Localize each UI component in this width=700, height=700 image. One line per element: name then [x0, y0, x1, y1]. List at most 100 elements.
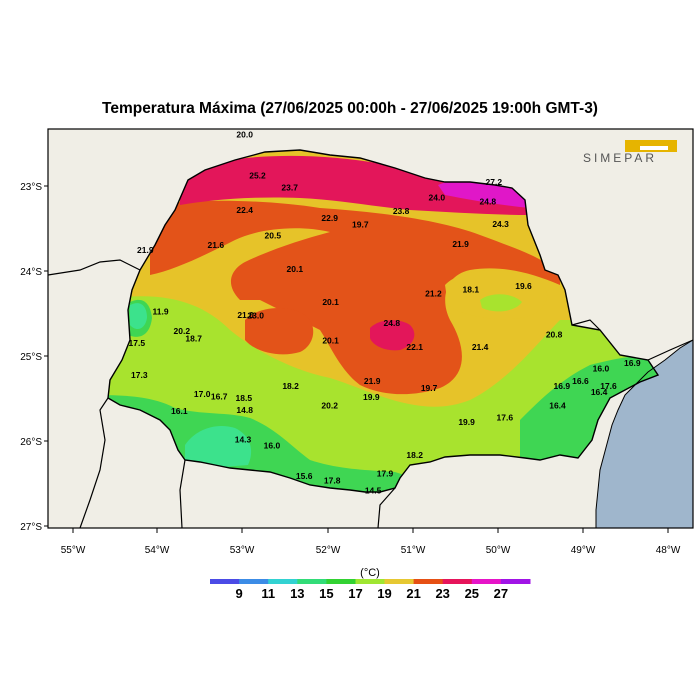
station-value-label: 24.3 — [492, 219, 509, 229]
legend-tick-label: 21 — [406, 586, 420, 601]
parana-state-outline — [107, 149, 660, 493]
station-value-label: 19.7 — [352, 220, 369, 230]
station-value-label: 14.5 — [365, 486, 382, 496]
station-value-label: 16.0 — [593, 363, 610, 373]
station-value-label: 23.8 — [393, 206, 410, 216]
lon-label: 48°W — [656, 545, 681, 556]
station-value-label: 17.8 — [324, 476, 341, 486]
station-value-label: 14.3 — [235, 435, 252, 445]
station-value-label: 21.6 — [208, 240, 225, 250]
legend-swatch — [268, 579, 298, 584]
station-value-label: 21.0 — [237, 310, 254, 320]
map-frame — [47, 128, 694, 529]
station-value-label: 16.1 — [171, 406, 188, 416]
legend-swatch — [355, 579, 386, 584]
station-value-label: 23.0 — [247, 311, 264, 321]
station-value-label: 20.0 — [236, 130, 253, 140]
station-value-label: 19.7 — [421, 383, 438, 393]
station-value-label: 18.1 — [463, 284, 480, 294]
station-value-label: 20.1 — [287, 264, 304, 274]
legend-tick-label: 11 — [261, 586, 275, 601]
station-value-label: 18.7 — [185, 334, 202, 344]
station-value-label: 23.7 — [281, 182, 298, 192]
station-value-label: 21.9 — [137, 245, 154, 255]
legend-tick-label: 19 — [377, 586, 391, 601]
border-lines — [47, 259, 694, 529]
lon-label: 55°W — [61, 545, 86, 556]
lon-label: 54°W — [145, 545, 170, 556]
legend-tick-label: 23 — [435, 586, 449, 601]
legend-tick-label: 17 — [348, 586, 362, 601]
legend-swatch — [297, 579, 327, 584]
logo-text: SIMEPAR — [583, 151, 657, 165]
legend-swatch — [442, 579, 473, 584]
legend-tick-label: 9 — [235, 586, 242, 601]
station-value-label: 19.6 — [515, 281, 532, 291]
station-value-label: 16.0 — [264, 441, 281, 451]
lat-label: 23°S — [20, 182, 42, 193]
legend-tick-label: 27 — [494, 586, 508, 601]
station-value-label: 16.4 — [549, 401, 566, 411]
longitude-axis: 55°W 54°W 53°W 52°W 51°W 50°W 49°W 48°W — [61, 528, 681, 556]
legend-swatch — [500, 579, 531, 584]
legend-swatch — [326, 579, 356, 584]
lon-label: 49°W — [571, 545, 596, 556]
station-value-label: 16.9 — [554, 381, 571, 391]
legend-swatch — [384, 579, 415, 584]
station-value-label: 21.4 — [472, 342, 489, 352]
station-value-label: 18.2 — [282, 381, 299, 391]
station-value-label: 17.0 — [194, 389, 211, 399]
station-value-label: 20.1 — [322, 297, 339, 307]
station-value-label: 20.1 — [322, 335, 339, 345]
station-values: 20.0 25.2 23.7 24.0 27.2 24.8 22.4 22.9 23.8 24.3… — [129, 130, 641, 496]
lon-label: 53°W — [230, 545, 255, 556]
station-value-label: 20.2 — [174, 326, 191, 336]
lat-label: 25°S — [20, 352, 42, 363]
station-value-label: 22.1 — [406, 342, 423, 352]
simepar-logo: SIMEPAR — [583, 140, 677, 165]
legend-swatch — [210, 579, 240, 584]
legend-swatch — [239, 579, 269, 584]
station-value-label: 11.9 — [153, 306, 169, 316]
ocean-area — [596, 340, 693, 528]
station-value-label: 25.2 — [249, 170, 266, 180]
station-value-label: 21.9 — [452, 239, 469, 249]
station-value-label: 21.2 — [425, 289, 442, 299]
color-legend: (°C) 9 11 13 15 17 19 21 23 25 27 — [210, 567, 531, 601]
legend-tick-label: 15 — [319, 586, 333, 601]
station-value-label: 16.4 — [591, 387, 608, 397]
station-value-label: 22.9 — [321, 213, 338, 223]
station-value-label: 20.8 — [546, 329, 563, 339]
station-value-label: 17.5 — [129, 338, 146, 348]
station-value-label: 19.9 — [363, 392, 380, 402]
legend-tick-label: 13 — [290, 586, 304, 601]
station-value-label: 16.7 — [211, 391, 228, 401]
lon-label: 50°W — [486, 545, 511, 556]
station-value-label: 24.8 — [480, 197, 497, 207]
lat-label: 26°S — [20, 437, 42, 448]
station-value-label: 17.9 — [377, 469, 394, 479]
lon-label: 51°W — [401, 545, 426, 556]
station-value-label: 17.3 — [131, 370, 148, 380]
map-title: Temperatura Máxima (27/06/2025 00:00h - … — [102, 100, 598, 117]
station-value-label: 18.5 — [236, 393, 253, 403]
station-value-label: 22.4 — [236, 205, 253, 215]
legend-swatch — [471, 579, 502, 584]
legend-tick-label: 25 — [465, 586, 479, 601]
station-value-label: 16.6 — [572, 376, 589, 386]
coastline — [595, 339, 694, 528]
station-value-label: 27.2 — [486, 177, 503, 187]
station-value-label: 20.2 — [321, 401, 338, 411]
legend-unit: (°C) — [360, 567, 380, 579]
station-value-label: 19.9 — [458, 417, 475, 427]
station-value-label: 14.8 — [236, 405, 253, 415]
station-value-label: 18.2 — [406, 450, 423, 460]
station-value-label: 17.6 — [497, 413, 514, 423]
station-value-label: 24.8 — [384, 318, 401, 328]
station-value-label: 21.9 — [364, 376, 381, 386]
lat-label: 27°S — [20, 522, 42, 533]
lon-label: 52°W — [316, 545, 341, 556]
station-value-label: 16.9 — [624, 358, 641, 368]
legend-swatch — [413, 579, 444, 584]
